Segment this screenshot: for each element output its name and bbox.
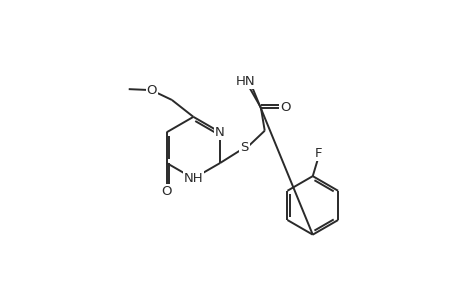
Text: F: F [314,146,322,160]
Text: N: N [215,126,224,139]
Text: S: S [240,141,248,154]
Text: HN: HN [235,75,255,88]
Text: O: O [146,84,157,97]
Text: O: O [161,185,172,198]
Text: NH: NH [183,172,203,185]
Text: O: O [280,101,290,114]
